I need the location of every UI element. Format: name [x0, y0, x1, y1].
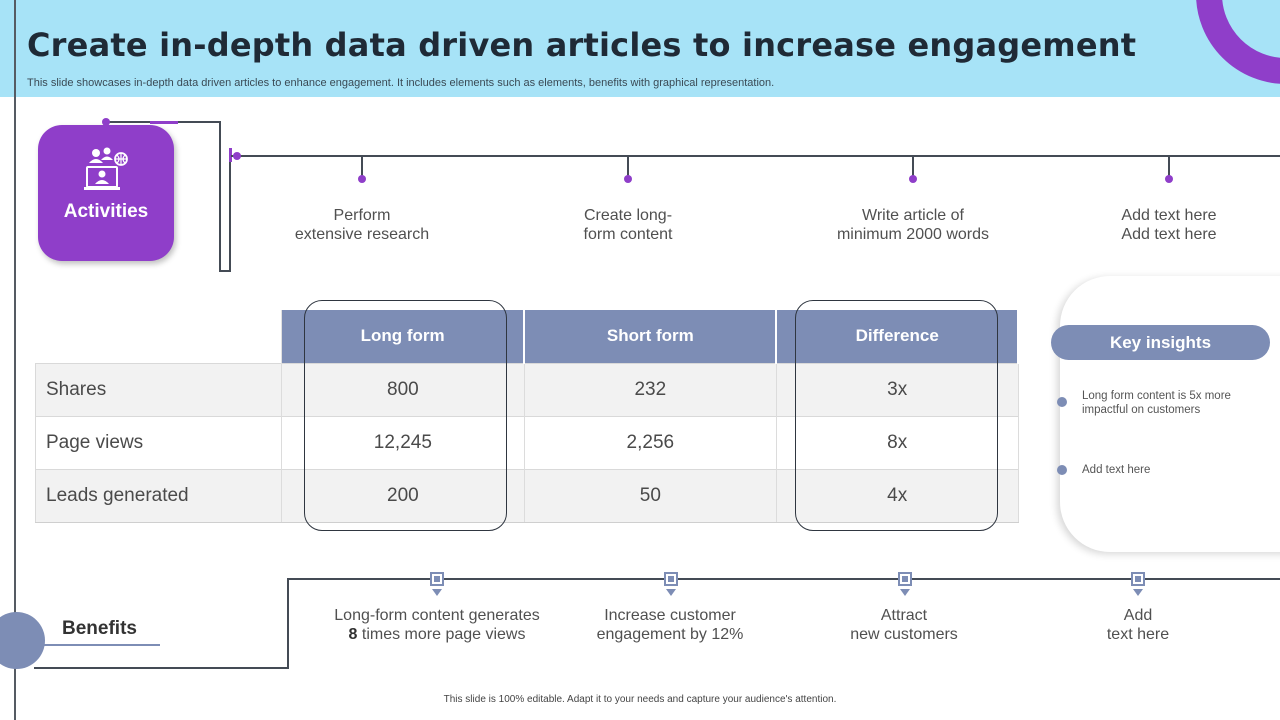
table-cell: 50: [524, 468, 777, 523]
connector-line: [287, 578, 289, 669]
table-cell: 200: [281, 468, 525, 523]
benefit-item: Attract new customers: [850, 607, 958, 643]
benefit-pointer: [900, 589, 910, 596]
header-blank: [35, 310, 282, 363]
table-row: Leads generated 200 50 4x: [35, 468, 1019, 523]
activity-tick: [361, 156, 363, 178]
key-insights-title: Key insights: [1051, 325, 1270, 360]
benefit-pointer: [1133, 589, 1143, 596]
header-band: Create in-depth data driven articles to …: [0, 0, 1280, 97]
insight-bullet: [1057, 465, 1067, 475]
connector-line: [150, 121, 178, 124]
connector-line: [219, 121, 221, 272]
benefit-item: Add text here: [1106, 607, 1170, 643]
page-title: Create in-depth data driven articles to …: [27, 26, 1137, 64]
table-cell: 2,256: [524, 415, 777, 469]
connector-line: [34, 667, 288, 669]
row-label: Page views: [35, 415, 282, 469]
activity-item: Perform extensive research: [294, 207, 430, 243]
activities-box: Activities: [38, 125, 174, 261]
activities-timeline: [231, 155, 1280, 157]
footer-note: This slide is 100% editable. Adapt it to…: [443, 694, 837, 705]
benefits-underline: [34, 644, 160, 646]
connector-line: [219, 270, 231, 272]
table-cell: 232: [524, 362, 777, 416]
table-cell: 12,245: [281, 415, 525, 469]
comparison-table: Long form Short form Difference Shares 8…: [35, 310, 1019, 523]
connector-line: [229, 148, 232, 162]
benefit-pointer: [666, 589, 676, 596]
row-label: Leads generated: [35, 468, 282, 523]
left-rule: [14, 0, 16, 720]
table-header-row: Long form Short form Difference: [35, 310, 1019, 363]
insight-item: Add text here: [1082, 464, 1151, 476]
decorative-arc: [1196, 0, 1280, 84]
activity-dot: [624, 175, 632, 183]
connector-dot: [102, 118, 110, 126]
table-row: Shares 800 232 3x: [35, 362, 1019, 416]
activity-tick: [627, 156, 629, 178]
connector-line: [229, 150, 231, 272]
page-subtitle: This slide showcases in-depth data drive…: [27, 77, 775, 89]
benefit-item: Long-form content generates 8 times more…: [334, 607, 540, 643]
row-label: Shares: [35, 362, 282, 416]
activity-dot: [909, 175, 917, 183]
key-insights-card: [1060, 276, 1280, 552]
benefit-marker: [1131, 572, 1145, 586]
benefits-label: Benefits: [62, 618, 137, 639]
activity-item: Add text here Add text here: [1121, 207, 1217, 243]
benefit-item: Increase customer engagement by 12%: [596, 607, 744, 643]
table-row: Page views 12,245 2,256 8x: [35, 415, 1019, 469]
table-cell: 800: [281, 362, 525, 416]
column-header: Long form: [281, 310, 526, 363]
table-cell: 4x: [776, 468, 1019, 523]
activity-tick: [1168, 156, 1170, 178]
benefit-marker: [430, 572, 444, 586]
timeline-dot: [233, 152, 241, 160]
activity-dot: [358, 175, 366, 183]
activity-tick: [912, 156, 914, 178]
table-cell: 3x: [776, 362, 1019, 416]
benefit-marker: [664, 572, 678, 586]
insight-bullet: [1057, 397, 1067, 407]
benefits-circle: [0, 612, 45, 669]
insight-item: Long form content is 5x more impactful o…: [1082, 390, 1231, 416]
benefit-pointer: [432, 589, 442, 596]
column-header: Difference: [776, 310, 1019, 363]
activities-label: Activities: [63, 201, 149, 222]
activity-item: Create long- form content: [583, 207, 673, 243]
column-header: Short form: [524, 310, 778, 363]
benefit-marker: [898, 572, 912, 586]
table-cell: 8x: [776, 415, 1019, 469]
team-presentation-icon: [84, 147, 128, 190]
benefits-timeline: [287, 578, 1280, 580]
activity-dot: [1165, 175, 1173, 183]
activity-item: Write article of minimum 2000 words: [836, 207, 990, 243]
